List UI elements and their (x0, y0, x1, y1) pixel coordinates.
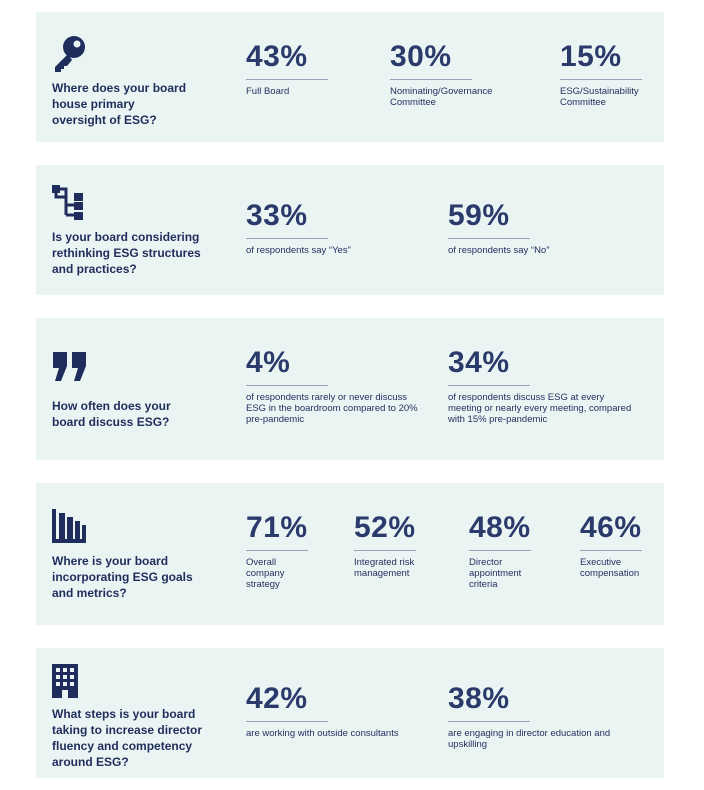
stat-label: Overall company strategy (246, 557, 285, 590)
stat-label: of respondents discuss ESG at every meet… (448, 392, 632, 425)
esg-metrics-panel: Where is your board incorporating ESG go… (36, 483, 664, 625)
stat-yes: 33% of respondents say “Yes” (246, 199, 426, 256)
stat-value: 34% (448, 346, 510, 379)
esg-structures-panel: Is your board considering rethinking ESG… (36, 165, 664, 295)
question-text: How often does your board discuss ESG? (52, 399, 171, 429)
divider (246, 385, 328, 386)
divider (354, 550, 416, 551)
stat-value: 42% (246, 682, 308, 715)
stat-value: 38% (448, 682, 510, 715)
stat-label: of respondents rarely or never discuss E… (246, 392, 418, 425)
esg-oversight-panel: Where does your board house primary over… (36, 12, 664, 142)
org-structure-icon (52, 185, 86, 223)
stat-label: of respondents say “No” (448, 245, 550, 256)
stat-company-strategy: 71% Overall company strategy (246, 511, 331, 590)
stat-value: 43% (246, 40, 308, 73)
question-text: Where is your board incorporating ESG go… (52, 554, 193, 600)
stat-value: 30% (390, 40, 452, 73)
divider (246, 721, 328, 722)
stat-outside-consultants: 42% are working with outside consultants (246, 682, 416, 739)
stat-label: ESG/Sustainability Committee (560, 86, 639, 108)
key-icon (52, 34, 88, 74)
stat-every-meeting: 34% of respondents discuss ESG at every … (448, 346, 633, 425)
building-icon (52, 664, 78, 698)
esg-discussion-panel: How often does your board discuss ESG? 4… (36, 318, 664, 460)
divider (448, 721, 530, 722)
divider (560, 79, 642, 80)
stat-value: 71% (246, 511, 308, 544)
director-fluency-panel: What steps is your board taking to incre… (36, 648, 664, 778)
bar-chart-icon (52, 509, 88, 543)
stat-full-board: 43% Full Board (246, 40, 366, 97)
question-text: Is your board considering rethinking ESG… (52, 230, 201, 276)
divider (448, 238, 530, 239)
stat-value: 48% (469, 511, 531, 544)
stat-no: 59% of respondents say “No” (448, 199, 628, 256)
stat-esg-committee: 15% ESG/Sustainability Committee (560, 40, 660, 108)
stat-label: are working with outside consultants (246, 728, 399, 739)
stat-value: 15% (560, 40, 622, 73)
stat-value: 46% (580, 511, 642, 544)
stat-label: Integrated risk management (354, 557, 415, 579)
divider (246, 79, 328, 80)
stat-value: 4% (246, 346, 291, 379)
divider (390, 79, 472, 80)
stat-label: Nominating/Governance Committee (390, 86, 493, 108)
question-text: What steps is your board taking to incre… (52, 707, 203, 769)
stat-label: Executive compensation (580, 557, 640, 579)
stat-label: Full Board (246, 86, 290, 97)
stat-label: Director appointment criteria (469, 557, 522, 590)
stat-value: 33% (246, 199, 308, 232)
stat-risk-management: 52% Integrated risk management (354, 511, 449, 579)
stat-value: 52% (354, 511, 416, 544)
stat-executive-compensation: 46% Executive compensation (580, 511, 662, 579)
stat-director-education: 38% are engaging in director education a… (448, 682, 633, 750)
divider (580, 550, 642, 551)
stat-director-appointment: 48% Director appointment criteria (469, 511, 559, 590)
divider (246, 238, 328, 239)
stat-rarely-discuss: 4% of respondents rarely or never discus… (246, 346, 421, 425)
divider (448, 385, 530, 386)
stat-value: 59% (448, 199, 510, 232)
divider (469, 550, 531, 551)
stat-label: are engaging in director education and u… (448, 728, 611, 750)
question-text: Where does your board house primary over… (52, 81, 187, 127)
quote-icon (52, 352, 88, 382)
divider (246, 550, 308, 551)
stat-label: of respondents say “Yes” (246, 245, 351, 256)
stat-nominating-committee: 30% Nominating/Governance Committee (390, 40, 530, 108)
